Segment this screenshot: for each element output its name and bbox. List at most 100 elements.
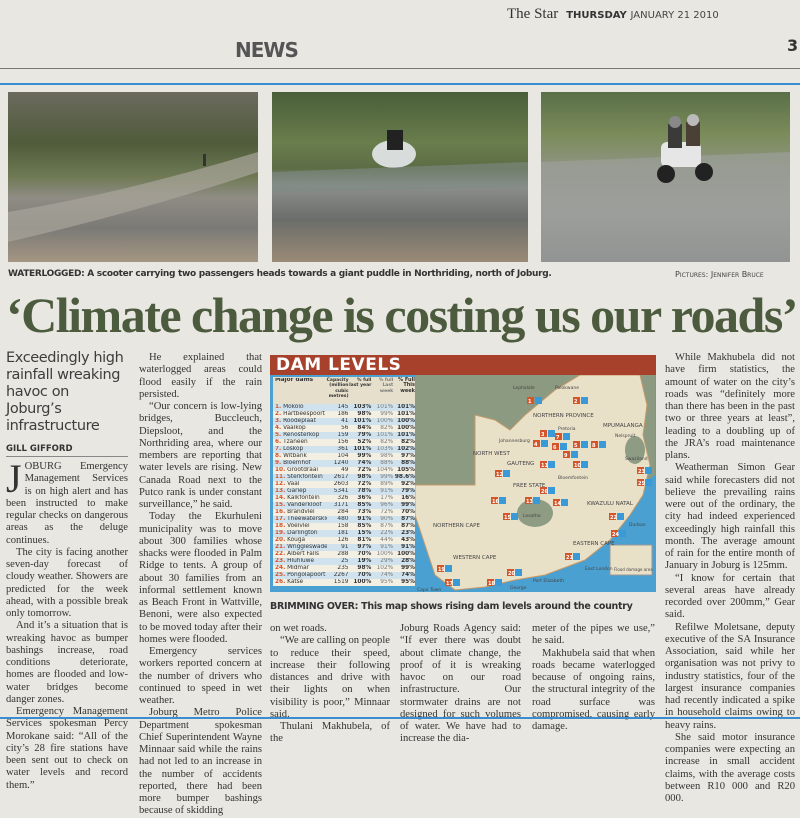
marker-number: 26: [541, 489, 548, 495]
cell: 25: [341, 558, 349, 564]
marker-number: 1: [528, 399, 532, 405]
column-header: Major dams: [275, 378, 314, 383]
cell: 101%: [397, 411, 415, 417]
dam-marker: 18: [487, 579, 502, 587]
dam-marker: 22: [609, 513, 624, 521]
city-label: Polokwane: [555, 385, 579, 391]
paragraph: Weatherman Simon Gear said while forecas…: [665, 462, 795, 572]
cell: 98%: [357, 411, 372, 417]
cell: 159: [337, 432, 349, 438]
dam-name: 20. Kouga: [275, 537, 306, 543]
cell: 28%: [401, 558, 415, 564]
cell: 85%: [357, 502, 372, 508]
cell: 2603: [333, 481, 349, 487]
dam-marker: 13: [525, 497, 540, 505]
cell: 104: [337, 453, 349, 459]
south-africa-map: NORTHERN PROVINCE MPUMALANGA NORTH WEST GAU…: [415, 375, 655, 592]
dam-marker: 23: [637, 467, 652, 475]
cell: 480: [337, 516, 349, 522]
dam-name: 9. Bloemhof: [275, 460, 311, 466]
cell: 158: [337, 523, 349, 529]
dam-name: 15. Vanderkloof: [275, 502, 322, 508]
cell: 1240: [333, 460, 349, 466]
marker-number: 25: [638, 481, 645, 487]
cell: 88%: [401, 460, 415, 466]
divider: [0, 83, 800, 85]
graphic-caption: BRIMMING OVER: This map shows rising dam…: [270, 601, 633, 612]
table-row: 16. Brandvlei 284 73% 72% 70%: [273, 509, 417, 516]
cell: 70%: [357, 572, 372, 578]
article-column-2: He explained that waterlogged areas coul…: [139, 352, 262, 818]
cell: 82%: [380, 425, 394, 431]
dam-marker: 2: [573, 397, 588, 405]
dam-name: 19. Darlington: [275, 530, 318, 536]
marker-number: 9: [564, 453, 568, 459]
map-legend: Flood damage area: [614, 567, 653, 572]
cell: 85%: [357, 523, 372, 529]
cell: 186: [337, 411, 349, 417]
table-row: 2. Hartbeespoort 186 98% 99% 101%: [273, 411, 417, 418]
marker-number: 17: [446, 581, 453, 587]
dam-name: 6. Tzaneen: [275, 439, 308, 445]
dam-name: 17. Theewaterskloof: [275, 516, 327, 522]
table-row: 3. Roodeplaat 41 101% 100% 100%: [273, 418, 417, 425]
cell: 2617: [333, 474, 349, 480]
cell: 288: [337, 551, 349, 557]
marker-number: 22: [610, 515, 617, 521]
table-row: 22. Albert Falls 288 70% 100% 100%: [273, 551, 417, 558]
section-title: NEWS: [235, 38, 299, 62]
marker-number: 14: [554, 501, 561, 507]
dam-marker: 10: [573, 461, 588, 469]
province-label: NORTHERN CAPE: [433, 523, 480, 529]
cell: 74%: [357, 460, 372, 466]
photo-scooter-splash: [272, 92, 528, 262]
paragraph: The city is facing another seven-day for…: [6, 546, 128, 619]
dam-name: 14. Kalkfontein: [275, 495, 320, 501]
marker-number: 23: [638, 469, 645, 475]
photo-scooter-passengers: [541, 92, 790, 262]
paragraph: “We are calling on people to reduce thei…: [270, 635, 390, 720]
cell: 99%: [380, 411, 394, 417]
table-row: 24. Midmar 235 98% 102% 99%: [273, 565, 417, 572]
paragraph: While Makhubela did not have firm statis…: [665, 352, 795, 461]
cell: 98%: [380, 453, 394, 459]
province-label: NORTHERN PROVINCE: [533, 413, 594, 419]
cell: 16%: [401, 495, 415, 501]
cell: 87%: [401, 523, 415, 529]
photo-flooded-road: [8, 92, 258, 262]
table-row: 13. Gariep 5341 78% 91% 79%: [273, 488, 417, 495]
cell: 49: [341, 467, 349, 473]
graphic-title: DAM LEVELS: [270, 355, 656, 375]
cell: 100%: [353, 579, 372, 585]
cell: 52%: [357, 439, 372, 445]
table-row: 15. Vanderkloof 3171 85% 96% 99%: [273, 502, 417, 509]
marker-number: 10: [574, 463, 581, 469]
cell: 2267: [333, 572, 349, 578]
paragraph: Joburg Metro Police Department spokesman…: [139, 707, 262, 817]
cell: 79%: [357, 432, 372, 438]
masthead: The Star THURSDAY JANUARY 21 2010: [507, 6, 719, 23]
province-label: MPUMALANGA: [603, 423, 643, 429]
deck: Exceedingly high rainfall wreaking havoc…: [6, 350, 124, 434]
cell: 98%: [357, 565, 372, 571]
paragraph: Today the Ekurhuleni municipality was to…: [139, 511, 262, 645]
city-label: Nelspruit: [615, 433, 636, 439]
paper-name: The Star: [507, 6, 559, 22]
cell: 101%: [397, 404, 415, 410]
dam-marker: 21: [565, 553, 580, 561]
dam-name: 8. Witbank: [275, 453, 307, 459]
cell: 78%: [357, 488, 372, 494]
issue-day: THURSDAY: [566, 10, 627, 21]
marker-number: 19: [438, 567, 445, 573]
cell: 5341: [333, 488, 349, 494]
dam-name: 21. Wriggleswade: [275, 544, 327, 550]
paragraph: J OBURG Emergency Management Services is …: [6, 459, 128, 547]
table-row: 19. Darlington 181 15% 22% 23%: [273, 530, 417, 537]
dam-name: 1. Mokolo: [275, 404, 304, 410]
cell: 92%: [401, 481, 415, 487]
cell: 101%: [376, 404, 394, 410]
table-row: 9. Bloemhof 1240 74% 88% 88%: [273, 460, 417, 467]
paragraph: meter of the pipes we use,” he said.: [532, 623, 655, 647]
table-row: 12. Vaal 2603 72% 89% 92%: [273, 481, 417, 488]
cell: 100%: [376, 418, 394, 424]
